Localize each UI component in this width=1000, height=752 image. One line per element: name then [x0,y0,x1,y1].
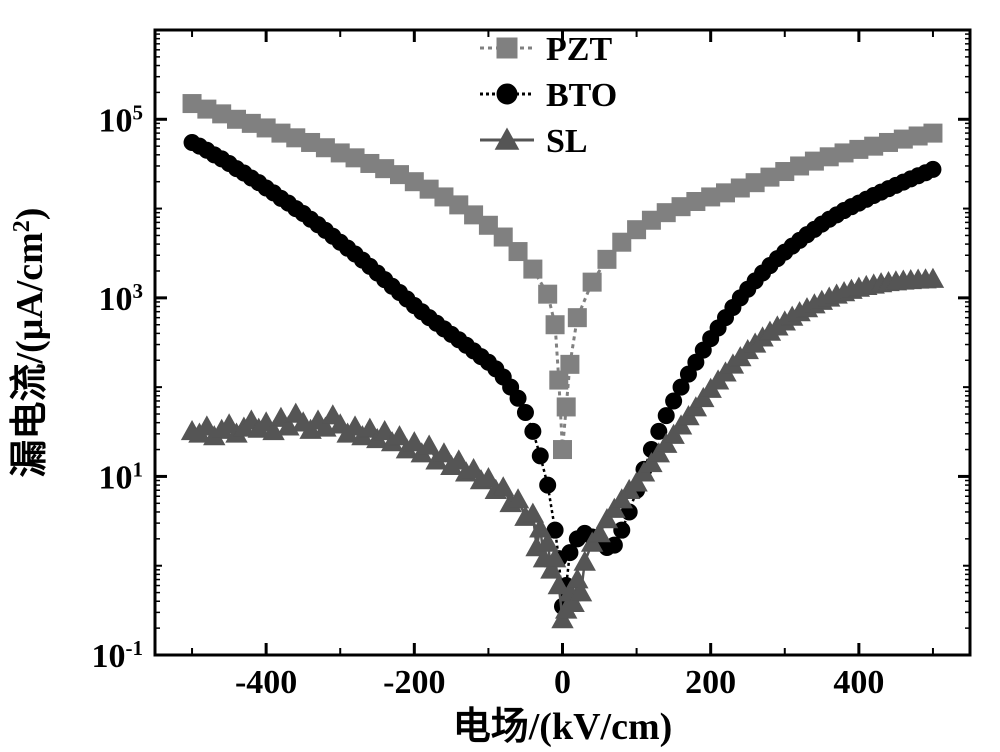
x-tick-label: -400 [235,664,297,701]
y-tick-label: 105 [99,100,144,139]
y-tick-label: 103 [99,279,144,318]
x-tick-label: -200 [383,664,445,701]
x-tick-label: 400 [833,664,884,701]
y-tick-label: 10-1 [92,636,144,675]
legend-label-PZT: PZT [546,31,612,68]
x-tick-label: 0 [554,664,571,701]
chart-svg: -400 -200 0 200 400 10-1 101 103 105 电场/(kV/cm) 漏电… [0,0,1000,752]
y-tick-label: 101 [99,457,144,496]
x-axis-label: 电场/(kV/cm) [453,706,673,748]
legend-label-SL: SL [546,123,588,160]
legend-label-BTO: BTO [546,77,617,114]
x-tick-label: 200 [685,664,736,701]
y-axis-label: 漏电流/(μA/cm2) [9,208,51,478]
legend: PZT BTO SL [480,31,617,160]
chart-container: -400 -200 0 200 400 10-1 101 103 105 电场/(kV/cm) 漏电… [0,0,1000,752]
